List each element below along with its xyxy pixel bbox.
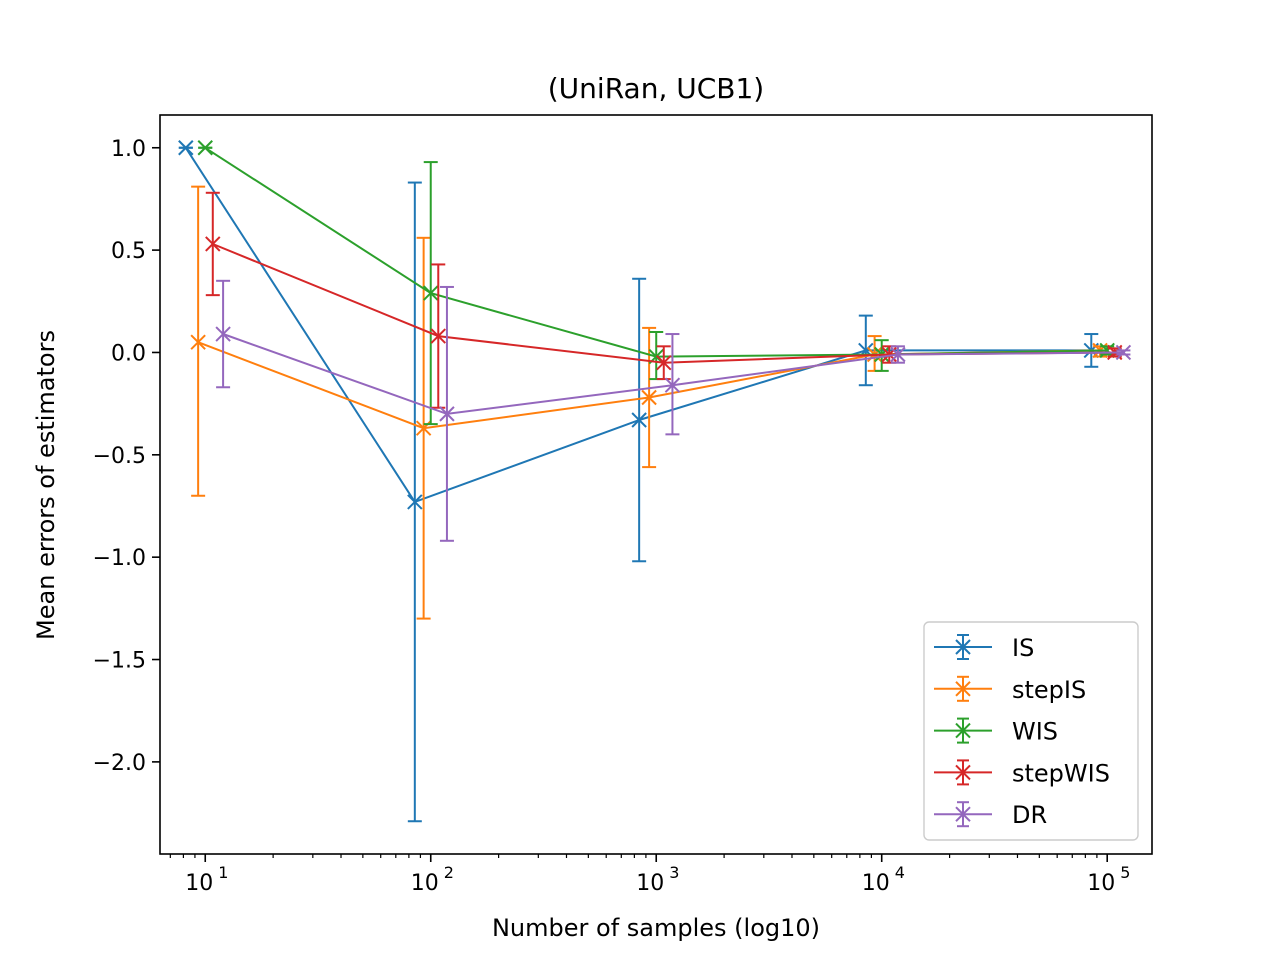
series-is bbox=[178, 140, 1099, 823]
data-point bbox=[890, 346, 906, 363]
legend-label: DR bbox=[1012, 801, 1047, 829]
y-tick-label: 0.5 bbox=[111, 239, 146, 264]
data-point bbox=[407, 494, 423, 510]
data-point bbox=[215, 326, 231, 342]
legend-item-wis: WIS bbox=[934, 717, 1058, 746]
data-point bbox=[631, 412, 647, 428]
legend-marker bbox=[955, 639, 971, 655]
legend-label: stepWIS bbox=[1012, 759, 1110, 787]
legend-label: WIS bbox=[1012, 718, 1058, 746]
legend-marker bbox=[955, 806, 971, 822]
marker-stroke bbox=[178, 140, 194, 156]
marker-stroke bbox=[190, 334, 206, 350]
x-tick-label: 10 bbox=[185, 871, 213, 896]
legend-item-is: IS bbox=[934, 634, 1034, 662]
x-axis: 10 1 10 2 10 3 10 4 10 5 bbox=[169, 854, 1130, 896]
legend-box bbox=[923, 621, 1139, 841]
legend-marker bbox=[955, 681, 971, 697]
marker-stroke bbox=[205, 236, 221, 252]
plot-area bbox=[178, 140, 1132, 823]
y-tick-label: −1.5 bbox=[93, 649, 146, 674]
marker-stroke bbox=[215, 326, 231, 342]
data-point bbox=[656, 354, 672, 371]
data-point bbox=[664, 377, 681, 393]
x-tick-label: 10 bbox=[1087, 871, 1115, 896]
x-axis-label: Number of samples (log10) bbox=[492, 914, 820, 942]
legend-marker bbox=[955, 722, 971, 739]
legend-item-stepis: stepIS bbox=[934, 675, 1086, 704]
x-tick-label: 10 bbox=[636, 871, 664, 896]
legend-label: IS bbox=[1012, 634, 1034, 662]
chart-title: (UniRan, UCB1) bbox=[548, 72, 764, 105]
x-tick-exponent: 4 bbox=[895, 863, 905, 882]
marker-stroke bbox=[1099, 342, 1115, 359]
y-tick-label: 1.0 bbox=[111, 137, 146, 162]
y-axis-label: Mean errors of estimators bbox=[32, 330, 60, 640]
marker-stroke bbox=[656, 354, 672, 371]
data-point bbox=[190, 334, 206, 350]
x-tick-label: 10 bbox=[862, 871, 890, 896]
data-point bbox=[1115, 344, 1132, 361]
marker-stroke bbox=[664, 377, 681, 393]
data-point bbox=[197, 140, 213, 156]
y-tick-label: −2.0 bbox=[93, 751, 146, 776]
x-tick-exponent: 3 bbox=[669, 863, 679, 882]
marker-stroke bbox=[890, 346, 906, 363]
marker-stroke bbox=[955, 764, 971, 781]
data-point bbox=[641, 389, 657, 406]
marker-stroke bbox=[955, 722, 971, 739]
x-tick-exponent: 5 bbox=[1120, 863, 1130, 882]
data-point bbox=[423, 285, 439, 301]
legend-marker bbox=[955, 764, 971, 781]
x-tick-label: 10 bbox=[411, 871, 439, 896]
marker-stroke bbox=[641, 389, 657, 406]
data-point bbox=[205, 236, 221, 252]
data-point bbox=[430, 328, 446, 344]
y-tick-label: −0.5 bbox=[93, 444, 146, 469]
marker-stroke bbox=[1115, 344, 1132, 361]
series-dr bbox=[215, 279, 1132, 542]
marker-stroke bbox=[423, 285, 439, 301]
marker-stroke bbox=[439, 406, 455, 422]
marker-stroke bbox=[955, 806, 971, 822]
legend-item-dr: DR bbox=[934, 801, 1047, 829]
marker-stroke bbox=[407, 494, 423, 510]
marker-stroke bbox=[955, 681, 971, 697]
legend-label: stepIS bbox=[1012, 676, 1086, 704]
marker-stroke bbox=[631, 412, 647, 428]
marker-stroke bbox=[955, 639, 971, 655]
y-axis: 1.0 0.5 0.0 −0.5 −1.0 −1.5 −2.0 bbox=[93, 137, 160, 776]
legend-item-stepwis: stepWIS bbox=[934, 759, 1110, 787]
marker-stroke bbox=[197, 140, 213, 156]
x-tick-exponent: 2 bbox=[444, 863, 454, 882]
marker-stroke bbox=[430, 328, 446, 344]
data-point bbox=[178, 140, 194, 156]
y-tick-label: −1.0 bbox=[93, 546, 146, 571]
x-tick-exponent: 1 bbox=[218, 863, 228, 882]
data-point bbox=[439, 406, 455, 422]
legend: IS stepIS WIS stepWIS DR bbox=[923, 621, 1139, 841]
y-tick-label: 0.0 bbox=[111, 341, 146, 366]
